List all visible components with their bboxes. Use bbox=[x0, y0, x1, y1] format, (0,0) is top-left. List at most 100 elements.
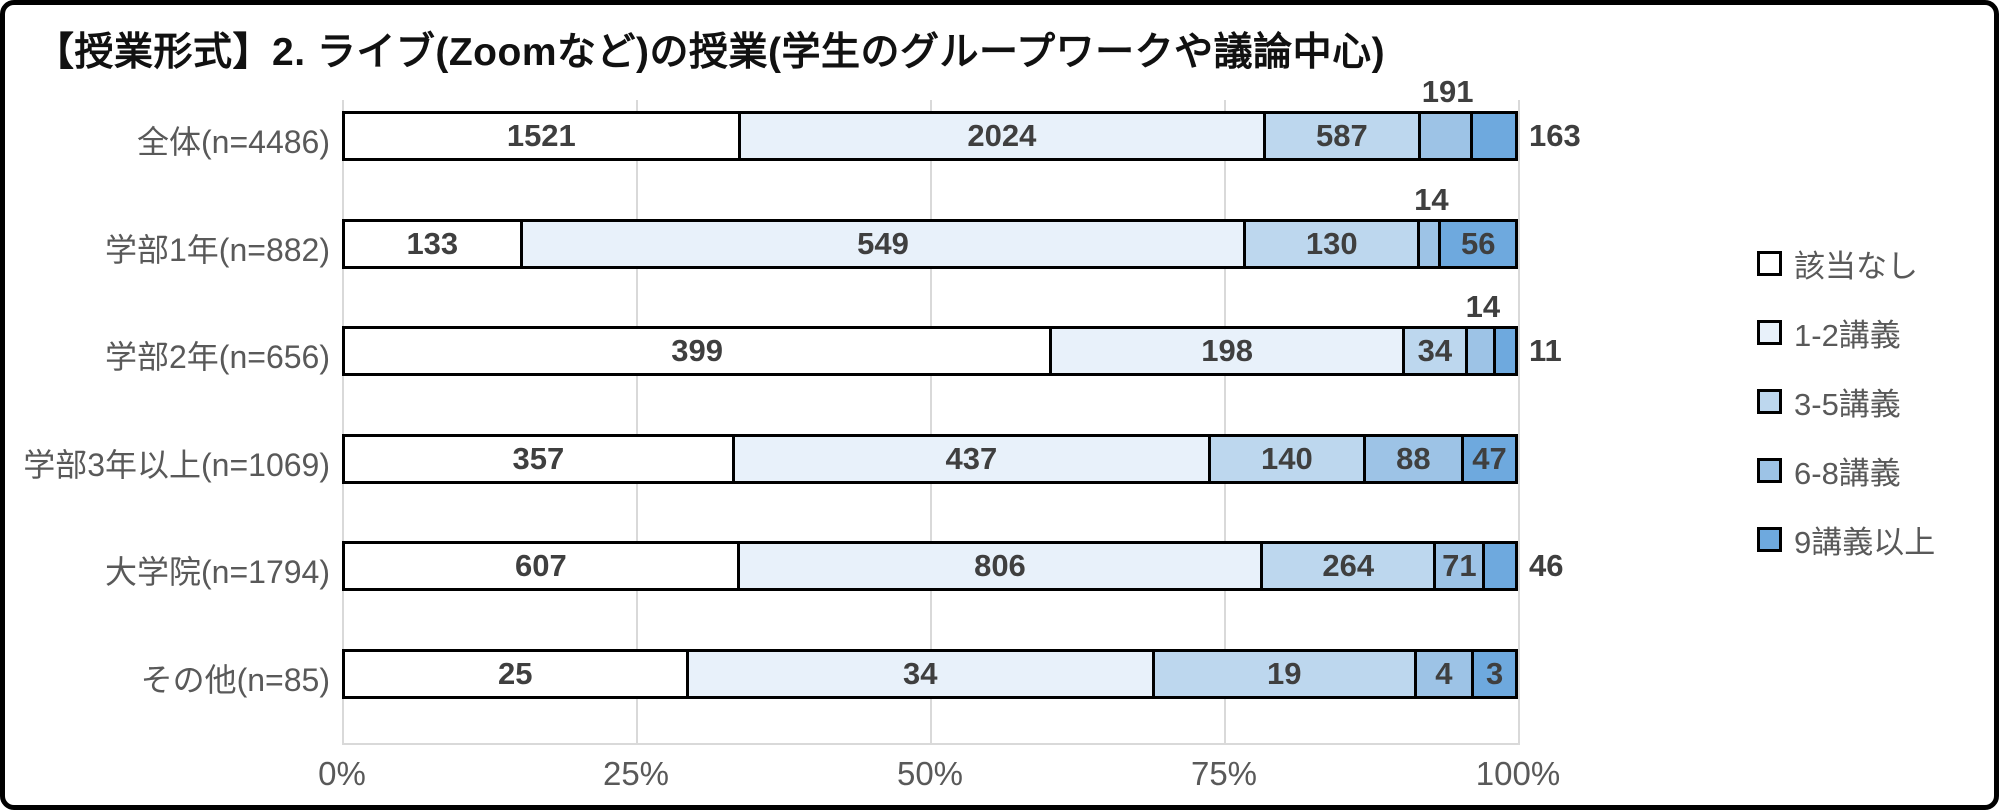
bar-segment: 71 bbox=[1436, 544, 1486, 588]
legend-item: 該当なし bbox=[1757, 229, 1994, 298]
bar-segment bbox=[1485, 544, 1515, 588]
category-label: その他(n=85) bbox=[140, 661, 330, 698]
segment-value-label: 25 bbox=[498, 655, 533, 691]
bar-segment: 4 bbox=[1416, 651, 1475, 696]
legend-label: 該当なし bbox=[1794, 249, 1918, 284]
legend-swatch bbox=[1757, 527, 1782, 552]
bar-segment: 130 bbox=[1246, 221, 1421, 266]
category-label: 大学院(n=1794) bbox=[105, 554, 330, 590]
bar-row: 25 34 19 4 3 bbox=[342, 648, 1518, 699]
plot-area: 1521 2024 587 191 163 133 549 130 14 56 399 198 34 14… bbox=[342, 74, 1581, 745]
bar-segment: 806 bbox=[739, 544, 1264, 588]
bar-segment: 3 bbox=[1474, 651, 1516, 696]
bar-segment: 34 bbox=[688, 651, 1155, 696]
legend-swatch bbox=[1757, 389, 1782, 414]
segment-value-label: 399 bbox=[671, 333, 724, 368]
bar-row: 607 806 264 71 46 bbox=[342, 541, 1563, 591]
legend: 該当なし 1-2講義 3-5講義 6-8講義 9講義以上 bbox=[1757, 229, 1994, 574]
segment-value-label: 34 bbox=[1417, 333, 1453, 368]
bar-row: 133 549 130 14 56 bbox=[342, 182, 1518, 269]
segment-value-label: 46 bbox=[1529, 548, 1564, 583]
bar-segment: 198 bbox=[1052, 329, 1405, 373]
legend-item: 3-5講義 bbox=[1757, 367, 1994, 436]
legend-item: 1-2講義 bbox=[1757, 298, 1994, 367]
segment-value-label: 264 bbox=[1322, 548, 1375, 583]
segment-value-label: 71 bbox=[1442, 548, 1477, 583]
segment-value-label: 2024 bbox=[967, 118, 1037, 153]
category-label: 学部3年以上(n=1069) bbox=[23, 446, 330, 483]
category-label: 全体(n=4486) bbox=[137, 124, 330, 160]
x-tick-label: 25% bbox=[602, 755, 670, 792]
segment-value-label: 549 bbox=[857, 225, 909, 261]
bar-segment: 399 bbox=[345, 329, 1053, 373]
x-tick-label: 50% bbox=[896, 755, 964, 792]
segment-value-label: 47 bbox=[1472, 440, 1507, 476]
bar-segment: 140 bbox=[1211, 436, 1366, 481]
bar-row: 357 437 140 88 47 bbox=[342, 433, 1518, 484]
legend-swatch bbox=[1757, 458, 1782, 483]
gridline bbox=[342, 100, 344, 745]
legend-swatch bbox=[1757, 251, 1782, 276]
segment-value-label: 88 bbox=[1396, 440, 1431, 476]
bar-segment: 25 bbox=[345, 651, 689, 696]
segment-value-label: 14 bbox=[1465, 289, 1501, 324]
gridline bbox=[1518, 100, 1520, 745]
segment-value-label: 3 bbox=[1485, 655, 1504, 691]
bar-segment: 549 bbox=[522, 221, 1247, 266]
bar-segment: 587 bbox=[1266, 114, 1421, 158]
segment-value-label: 806 bbox=[974, 548, 1026, 583]
bar-segment bbox=[1495, 329, 1515, 373]
chart-title: 【授業形式】2. ライブ(Zoomなど)の授業(学生のグループワークや議論中心) bbox=[35, 31, 1386, 74]
segment-value-label: 130 bbox=[1305, 225, 1358, 261]
legend-label: 6-8講義 bbox=[1794, 456, 1901, 491]
legend-label: 3-5講義 bbox=[1794, 387, 1901, 422]
bar-row: 1521 2024 587 191 163 bbox=[342, 74, 1581, 161]
x-tick-label: 100% bbox=[1475, 755, 1561, 792]
category-label: 学部2年(n=656) bbox=[105, 339, 330, 375]
x-tick-label: 0% bbox=[318, 755, 366, 792]
segment-value-label: 133 bbox=[406, 225, 459, 261]
legend-label: 9講義以上 bbox=[1794, 525, 1936, 560]
gridline bbox=[636, 100, 638, 745]
segment-value-label: 4 bbox=[1435, 655, 1453, 691]
segment-value-label: 163 bbox=[1529, 118, 1581, 153]
legend-swatch bbox=[1757, 320, 1782, 345]
bar-segment: 56 bbox=[1441, 221, 1516, 266]
axis-bottom-line bbox=[342, 743, 1518, 745]
bar-segment bbox=[1472, 114, 1515, 158]
bar-row: 399 198 34 14 11 bbox=[342, 289, 1562, 376]
bar-segment: 437 bbox=[734, 436, 1212, 481]
bar-segment: 2024 bbox=[740, 114, 1267, 158]
segment-value-label: 34 bbox=[902, 655, 938, 691]
bar-segment: 607 bbox=[345, 544, 740, 588]
bar-segment bbox=[1420, 221, 1442, 266]
segment-value-label: 1521 bbox=[506, 118, 576, 153]
segment-value-label: 11 bbox=[1529, 333, 1562, 368]
bar-segment: 47 bbox=[1464, 436, 1515, 481]
gridline bbox=[1224, 100, 1226, 745]
category-label: 学部1年(n=882) bbox=[105, 231, 330, 268]
bar-segment: 357 bbox=[345, 436, 735, 481]
segment-value-label: 437 bbox=[945, 440, 998, 476]
segment-value-label: 357 bbox=[512, 440, 565, 476]
segment-value-label: 587 bbox=[1315, 118, 1368, 153]
bar-segment: 34 bbox=[1404, 329, 1468, 373]
legend-label: 1-2講義 bbox=[1794, 318, 1901, 353]
segment-value-label: 607 bbox=[515, 548, 567, 583]
bar-segment: 19 bbox=[1154, 651, 1417, 696]
segment-value-label: 14 bbox=[1414, 181, 1449, 217]
bar-segment: 264 bbox=[1263, 544, 1437, 588]
bar-segment: 1521 bbox=[345, 114, 741, 158]
segment-value-label: 198 bbox=[1201, 333, 1253, 368]
bar-segment: 88 bbox=[1365, 436, 1465, 481]
bar-segment bbox=[1420, 114, 1473, 158]
x-tick-label: 75% bbox=[1190, 755, 1258, 792]
legend-item: 9講義以上 bbox=[1757, 505, 1994, 574]
legend-item: 6-8講義 bbox=[1757, 436, 1994, 505]
bar-segment: 133 bbox=[345, 221, 523, 266]
segment-value-label: 140 bbox=[1261, 440, 1313, 476]
segment-value-label: 56 bbox=[1461, 225, 1496, 261]
segment-value-label: 19 bbox=[1266, 655, 1302, 691]
gridline bbox=[930, 100, 932, 745]
